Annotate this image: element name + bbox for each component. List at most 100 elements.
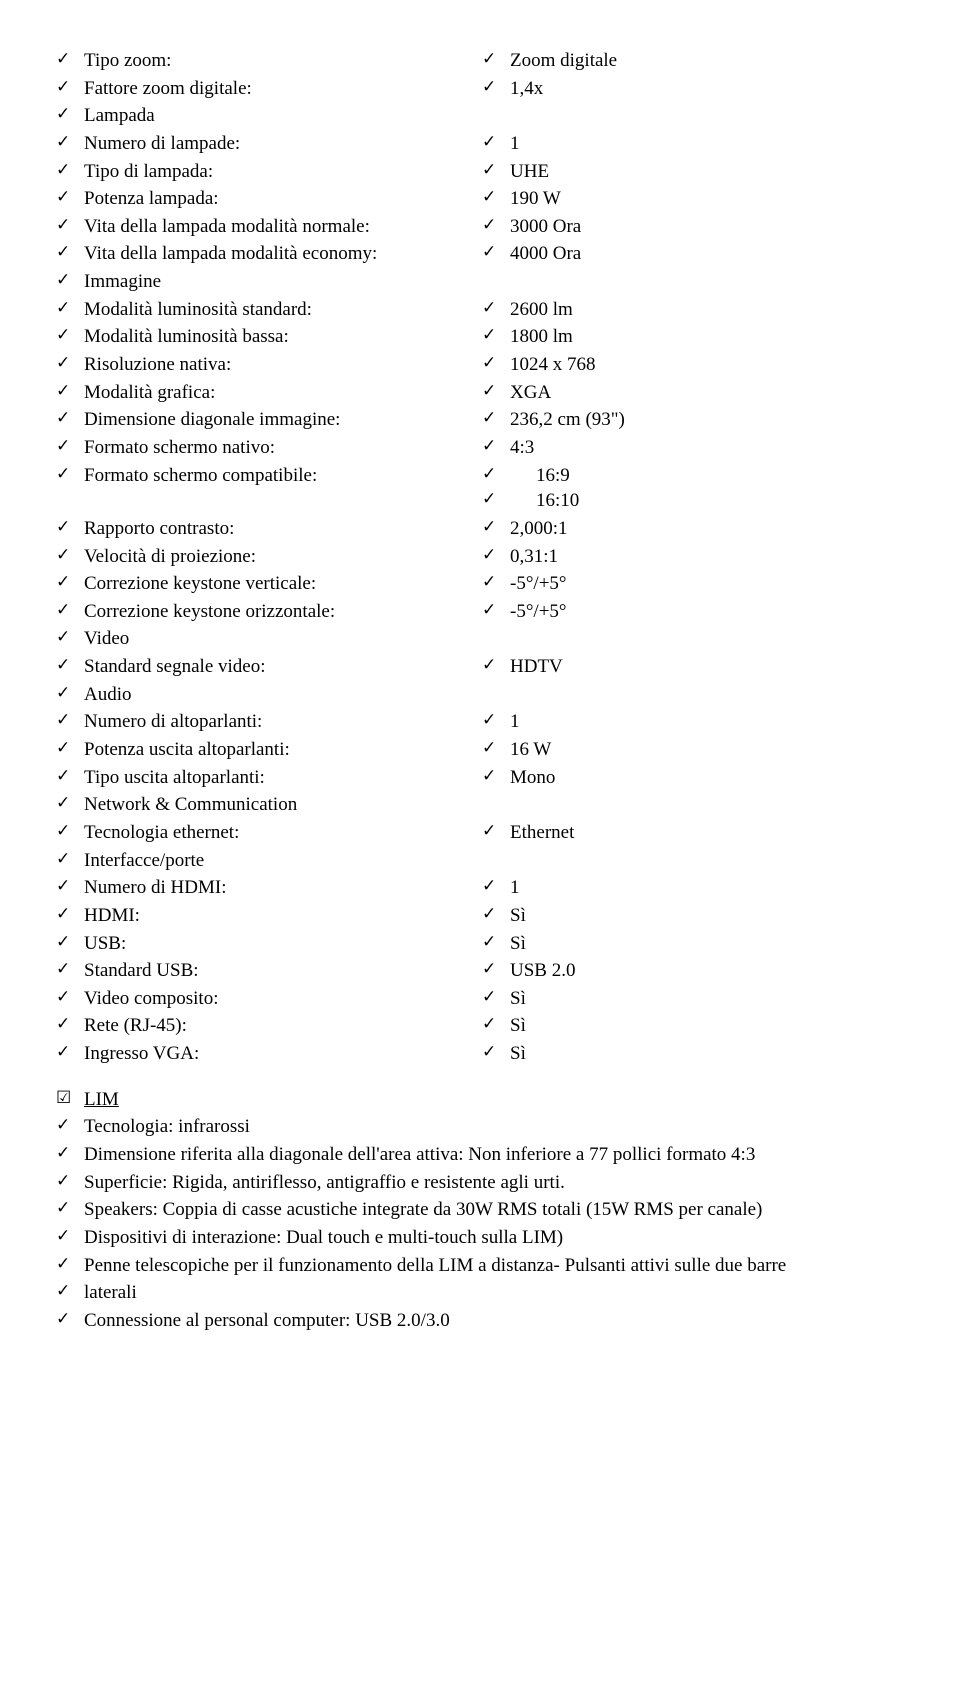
check-icon: ✓ [56, 76, 84, 99]
check-icon: ✓ [482, 48, 510, 71]
spec-label: Formato schermo nativo: [84, 435, 482, 461]
spec-value: 4000 Ora [510, 241, 581, 267]
check-icon: ✓ [56, 765, 84, 788]
spec-value: 1 [510, 131, 520, 157]
spec-value-col: ✓Sì [482, 1041, 526, 1067]
check-icon: ✓ [482, 820, 510, 843]
spec-label: Modalità luminosità bassa: [84, 324, 482, 350]
check-icon: ✓ [56, 1142, 84, 1165]
check-icon: ✓ [56, 380, 84, 403]
check-icon: ✓ [482, 958, 510, 981]
spec-label: Numero di altoparlanti: [84, 709, 482, 735]
check-icon: ✓ [482, 709, 510, 732]
spec-value-col: ✓1 [482, 875, 520, 901]
lim-section: ☑ LIM ✓Tecnologia: infrarossi✓Dimensione… [56, 1087, 904, 1334]
check-icon: ✓ [56, 1013, 84, 1036]
spec-label: Fattore zoom digitale: [84, 76, 482, 102]
check-icon: ✓ [482, 352, 510, 375]
spec-value: 16 W [510, 737, 551, 763]
spec-value-col: ✓4000 Ora [482, 241, 581, 267]
check-icon: ✓ [56, 792, 84, 815]
lim-item-row: ✓Penne telescopiche per il funzionamento… [56, 1253, 904, 1279]
check-icon: ✓ [56, 1225, 84, 1248]
spec-multi-line: ✓16:10 [482, 488, 579, 514]
spec-row: ✓Potenza lampada:✓190 W [56, 186, 904, 212]
spec-row: ✓Numero di lampade:✓1 [56, 131, 904, 157]
spec-label: Correzione keystone verticale: [84, 571, 482, 597]
lim-item-row: ✓Connessione al personal computer: USB 2… [56, 1308, 904, 1334]
check-icon: ✓ [56, 1197, 84, 1220]
spec-row: ✓Modalità luminosità bassa:✓1800 lm [56, 324, 904, 350]
spec-value: 1 [510, 875, 520, 901]
spec-label: Standard USB: [84, 958, 482, 984]
spec-row: ✓Formato schermo compatibile:✓16:9✓16:10 [56, 463, 904, 514]
spec-row: ✓Vita della lampada modalità normale:✓30… [56, 214, 904, 240]
spec-row: ✓Numero di HDMI:✓1 [56, 875, 904, 901]
check-icon: ✓ [56, 1308, 84, 1331]
spec-row: ✓Velocità di proiezione:✓0,31:1 [56, 544, 904, 570]
spec-label: Numero di lampade: [84, 131, 482, 157]
check-icon: ✓ [482, 654, 510, 677]
check-icon: ✓ [56, 958, 84, 981]
spec-list: ✓Tipo zoom:✓Zoom digitale✓Fattore zoom d… [56, 48, 904, 1067]
spec-label: Potenza uscita altoparlanti: [84, 737, 482, 763]
spec-row: ✓Audio [56, 682, 904, 708]
check-icon: ✓ [56, 875, 84, 898]
spec-value: Ethernet [510, 820, 574, 846]
spec-value-col: ✓3000 Ora [482, 214, 581, 240]
check-icon: ✓ [56, 654, 84, 677]
spec-value-col: ✓1024 x 768 [482, 352, 596, 378]
spec-row: ✓Potenza uscita altoparlanti:✓16 W [56, 737, 904, 763]
check-icon: ✓ [56, 903, 84, 926]
spec-value: Sì [510, 1041, 526, 1067]
spec-value-col: ✓1 [482, 709, 520, 735]
lim-item-row: ✓Superficie: Rigida, antiriflesso, antig… [56, 1170, 904, 1196]
spec-label: Tecnologia ethernet: [84, 820, 482, 846]
check-icon: ✓ [56, 1253, 84, 1276]
check-icon: ✓ [482, 986, 510, 1009]
spec-value-col: ✓16 W [482, 737, 551, 763]
check-icon: ✓ [56, 709, 84, 732]
check-icon: ✓ [56, 682, 84, 705]
spec-row: ✓Network & Communication [56, 792, 904, 818]
check-icon: ✓ [56, 1041, 84, 1064]
lim-item-text: laterali [84, 1280, 904, 1306]
spec-row: ✓Interfacce/porte [56, 848, 904, 874]
check-icon: ✓ [56, 626, 84, 649]
check-icon: ✓ [482, 214, 510, 237]
check-icon: ✓ [56, 516, 84, 539]
lim-item-row: ✓Tecnologia: infrarossi [56, 1114, 904, 1140]
spec-multi-value: ✓16:9✓16:10 [482, 463, 579, 514]
spec-row: ✓Standard USB:✓USB 2.0 [56, 958, 904, 984]
spec-label: Vita della lampada modalità normale: [84, 214, 482, 240]
spec-label: Audio [84, 682, 482, 708]
check-icon: ✓ [56, 269, 84, 292]
lim-item-row: ✓laterali [56, 1280, 904, 1306]
check-icon: ✓ [56, 131, 84, 154]
spec-row: ✓Ingresso VGA:✓Sì [56, 1041, 904, 1067]
spec-row: ✓Tipo uscita altoparlanti:✓Mono [56, 765, 904, 791]
spec-value: Zoom digitale [510, 48, 617, 74]
spec-label: USB: [84, 931, 482, 957]
spec-value-col: ✓UHE [482, 159, 549, 185]
lim-item-text: Superficie: Rigida, antiriflesso, antigr… [84, 1170, 904, 1196]
check-icon: ✓ [482, 380, 510, 403]
check-icon: ✓ [56, 435, 84, 458]
spec-row: ✓Rete (RJ-45):✓Sì [56, 1013, 904, 1039]
spec-value: HDTV [510, 654, 563, 680]
spec-label: Risoluzione nativa: [84, 352, 482, 378]
check-icon: ✓ [482, 241, 510, 264]
check-icon: ✓ [56, 159, 84, 182]
boxcheck-icon: ☑ [56, 1087, 84, 1110]
spec-value-col: ✓190 W [482, 186, 561, 212]
check-icon: ✓ [482, 765, 510, 788]
spec-label: Vita della lampada modalità economy: [84, 241, 482, 267]
spec-value: -5°/+5° [510, 599, 567, 625]
spec-row: ✓Tipo di lampada:✓UHE [56, 159, 904, 185]
spec-label: Tipo di lampada: [84, 159, 482, 185]
spec-row: ✓Modalità grafica:✓XGA [56, 380, 904, 406]
spec-multi-line: ✓16:9 [482, 463, 579, 489]
check-icon: ✓ [56, 599, 84, 622]
check-icon: ✓ [482, 544, 510, 567]
section-gap [56, 1069, 904, 1087]
